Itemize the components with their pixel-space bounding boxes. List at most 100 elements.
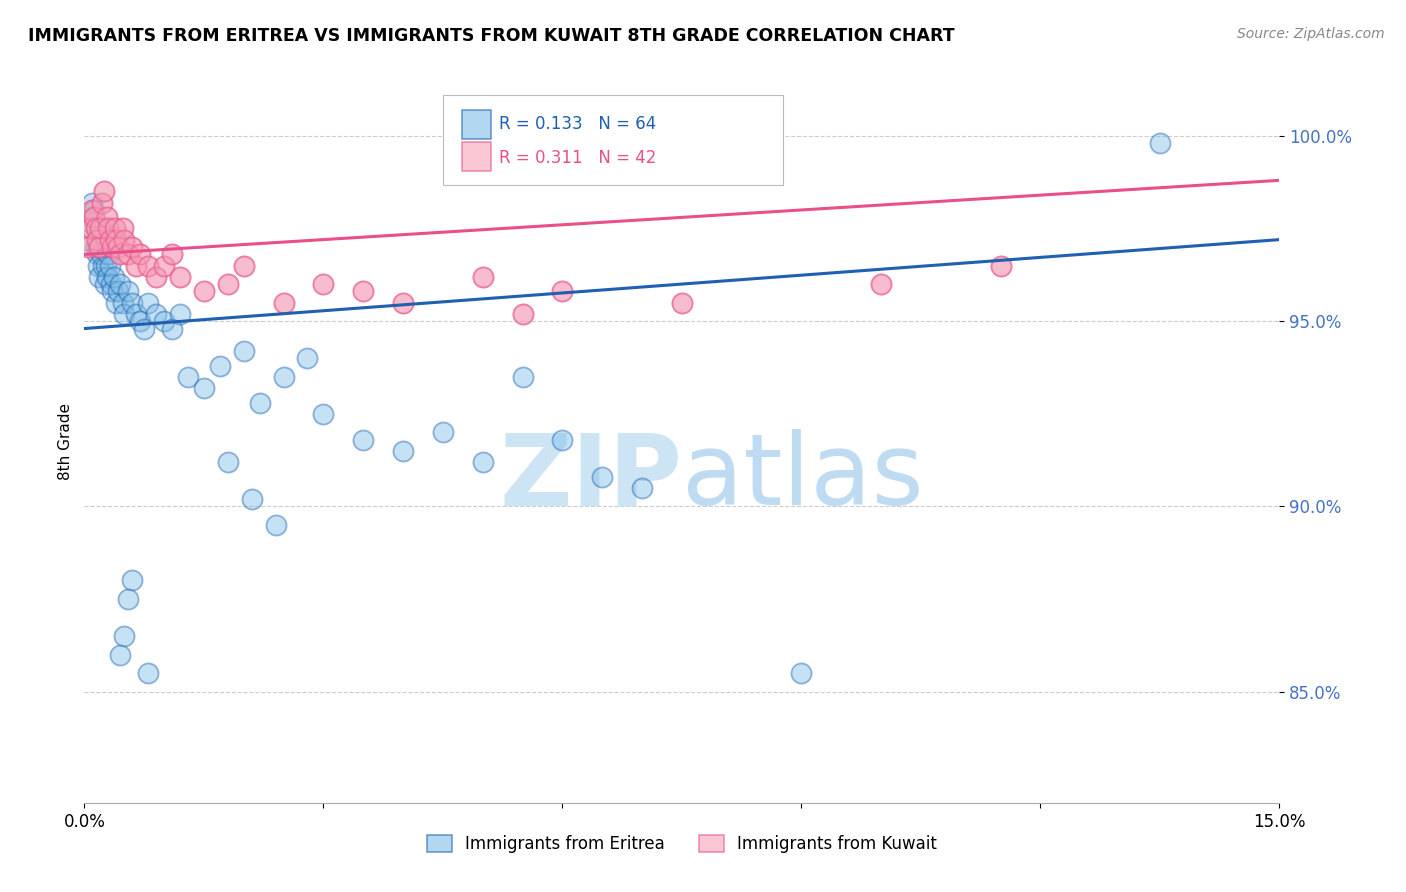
Point — [551, 285, 574, 299]
Point — [104, 221, 127, 235]
Point — [107, 285, 129, 299]
Text: Source: ZipAtlas.com: Source: ZipAtlas.com — [1237, 27, 1385, 41]
Point — [90, 195, 112, 210]
Point — [93, 185, 115, 199]
Point — [80, 211, 103, 225]
Point — [103, 269, 125, 284]
Point — [110, 247, 132, 261]
Point — [169, 269, 191, 284]
Point — [551, 285, 574, 299]
Legend: Immigrants from Eritrea, Immigrants from Kuwait: Immigrants from Eritrea, Immigrants from… — [420, 828, 943, 860]
Point — [112, 233, 135, 247]
Text: R = 0.311   N = 42: R = 0.311 N = 42 — [499, 149, 657, 167]
Point — [217, 277, 239, 291]
Point — [111, 295, 134, 310]
Point — [121, 574, 143, 588]
Point — [312, 277, 335, 291]
Point — [392, 295, 415, 310]
Text: R = 0.133   N = 64: R = 0.133 N = 64 — [499, 115, 657, 133]
Point — [101, 240, 124, 254]
Point — [117, 247, 139, 261]
Point — [1149, 136, 1171, 151]
Point — [990, 259, 1012, 273]
Point — [87, 259, 110, 273]
Point — [97, 221, 120, 235]
Point — [87, 240, 110, 254]
Point — [193, 381, 215, 395]
Point — [392, 443, 415, 458]
Point — [96, 269, 118, 284]
Point — [97, 221, 120, 235]
Point — [217, 277, 239, 291]
Point — [591, 469, 613, 483]
Point — [107, 240, 129, 254]
Point — [264, 517, 287, 532]
Point — [98, 259, 121, 273]
Point — [217, 455, 239, 469]
Point — [86, 240, 108, 254]
Point — [352, 285, 374, 299]
Point — [870, 277, 893, 291]
Text: ZIP: ZIP — [499, 429, 682, 526]
Point — [87, 240, 110, 254]
Point — [98, 233, 121, 247]
Point — [110, 648, 132, 662]
Point — [790, 666, 813, 681]
Y-axis label: 8th Grade: 8th Grade — [58, 403, 73, 480]
Point — [990, 259, 1012, 273]
Point — [104, 221, 127, 235]
Text: atlas: atlas — [682, 429, 924, 526]
Point — [136, 666, 159, 681]
Point — [129, 247, 152, 261]
Point — [153, 259, 176, 273]
Point — [352, 433, 374, 447]
Point — [101, 285, 124, 299]
Point — [136, 295, 159, 310]
Point — [169, 307, 191, 321]
Point — [107, 240, 129, 254]
Point — [145, 307, 167, 321]
Point — [125, 259, 148, 273]
Point — [136, 259, 159, 273]
Point — [273, 295, 295, 310]
Point — [145, 269, 167, 284]
Point — [273, 369, 295, 384]
Point — [96, 211, 118, 225]
Point — [312, 277, 335, 291]
Point — [83, 202, 105, 217]
Point — [208, 359, 231, 373]
Point — [132, 321, 156, 335]
Point — [117, 247, 139, 261]
Point — [105, 233, 128, 247]
Point — [125, 259, 148, 273]
Point — [117, 592, 139, 607]
FancyBboxPatch shape — [443, 95, 783, 185]
Point — [110, 247, 132, 261]
Point — [870, 277, 893, 291]
Point — [471, 455, 494, 469]
Point — [512, 307, 534, 321]
Point — [112, 629, 135, 643]
Point — [471, 269, 494, 284]
Point — [94, 277, 117, 291]
Point — [432, 425, 454, 440]
FancyBboxPatch shape — [463, 110, 491, 139]
Point — [232, 259, 254, 273]
Point — [101, 240, 124, 254]
Point — [94, 259, 117, 273]
Point — [169, 269, 191, 284]
Point — [93, 221, 115, 235]
Point — [312, 407, 335, 421]
Point — [80, 221, 103, 235]
Point — [84, 221, 107, 235]
Point — [91, 259, 114, 273]
Point — [551, 433, 574, 447]
Point — [98, 233, 121, 247]
Point — [145, 269, 167, 284]
Point — [111, 221, 134, 235]
Point — [249, 395, 271, 409]
Point — [512, 307, 534, 321]
Point — [671, 295, 693, 310]
Point — [89, 221, 111, 235]
Point — [273, 295, 295, 310]
